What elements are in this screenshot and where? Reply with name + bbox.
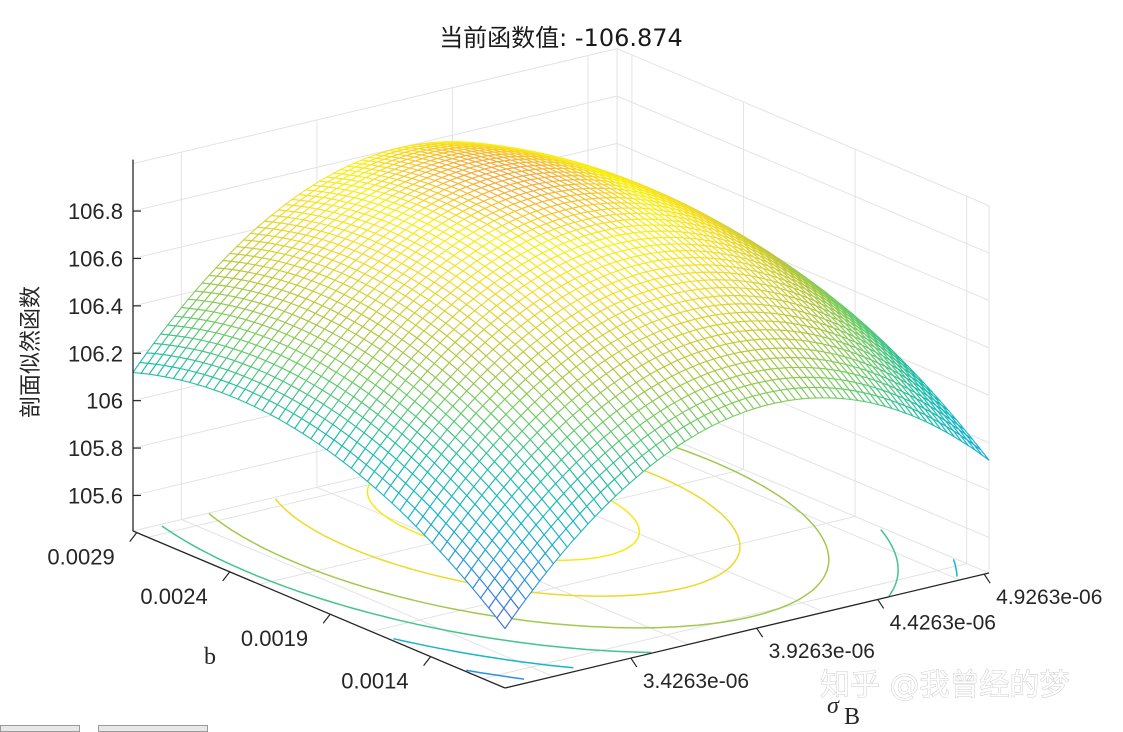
z-gridline xyxy=(132,95,990,254)
contour-projection xyxy=(161,421,958,680)
sigma-tick-label: 4.4263e-06 xyxy=(890,611,996,634)
z-tick-label: 106.4 xyxy=(68,294,123,319)
b-tick xyxy=(322,613,331,624)
toolbar-button-2[interactable] xyxy=(98,725,208,732)
b-axis-line xyxy=(132,530,506,689)
axes xyxy=(132,159,990,689)
z-axis-label: 剖面似然函数 xyxy=(19,286,44,418)
z-tick-label: 106.8 xyxy=(68,199,123,224)
mesh-surface xyxy=(132,141,990,630)
contour-line xyxy=(161,525,899,654)
contour-line xyxy=(393,559,958,669)
contour-line xyxy=(274,437,741,597)
z-tick-label: 106.6 xyxy=(68,246,123,271)
z-tick-label: 105.8 xyxy=(68,436,123,461)
sigma-tick-label: 4.9263e-06 xyxy=(996,586,1102,609)
x-axis-label-b: b xyxy=(204,644,216,670)
b-tick xyxy=(129,532,138,542)
sigma-tick xyxy=(983,573,991,584)
mesh-cell xyxy=(496,607,513,630)
b-tick xyxy=(222,571,231,582)
b-floor-gridline xyxy=(370,515,856,632)
b-tick xyxy=(423,656,432,666)
sigma-axis-line xyxy=(504,572,990,689)
contour-line xyxy=(208,421,830,629)
back-wall-right xyxy=(616,47,990,574)
y-axis-label-sub: B xyxy=(844,704,860,730)
b-floor-gridline xyxy=(482,563,967,680)
toolbar-button-1[interactable] xyxy=(0,725,80,732)
z-tick-label: 106.2 xyxy=(68,341,123,366)
b-tick-label: 0.0029 xyxy=(47,545,114,570)
y-axis-label-main: σ xyxy=(827,693,840,719)
chart-title: 当前函数值: -106.874 xyxy=(439,24,683,52)
contour-line xyxy=(466,669,525,680)
z-tick-label: 105.6 xyxy=(68,483,123,508)
sigma-tick xyxy=(877,599,885,609)
b-tick-label: 0.0019 xyxy=(241,626,308,651)
sigma-tick xyxy=(630,657,638,668)
watermark: 知乎 @我曾经的梦 xyxy=(820,668,1070,703)
sigma-tick-label: 3.9263e-06 xyxy=(769,640,875,663)
b-tick-label: 0.0014 xyxy=(341,669,408,694)
y-axis-label-sigma: σ B xyxy=(827,693,860,730)
b-tick-label: 0.0024 xyxy=(140,584,207,609)
sigma-tick-label: 3.4263e-06 xyxy=(643,670,749,693)
sigma-floor-gridline xyxy=(181,519,554,677)
z-tick-label: 106 xyxy=(86,389,123,414)
sigma-tick xyxy=(756,627,764,638)
tick-labels: 105.6 105.8 106 106.2 106.4 106.6 106.8 0.0014 0… xyxy=(47,199,1102,694)
